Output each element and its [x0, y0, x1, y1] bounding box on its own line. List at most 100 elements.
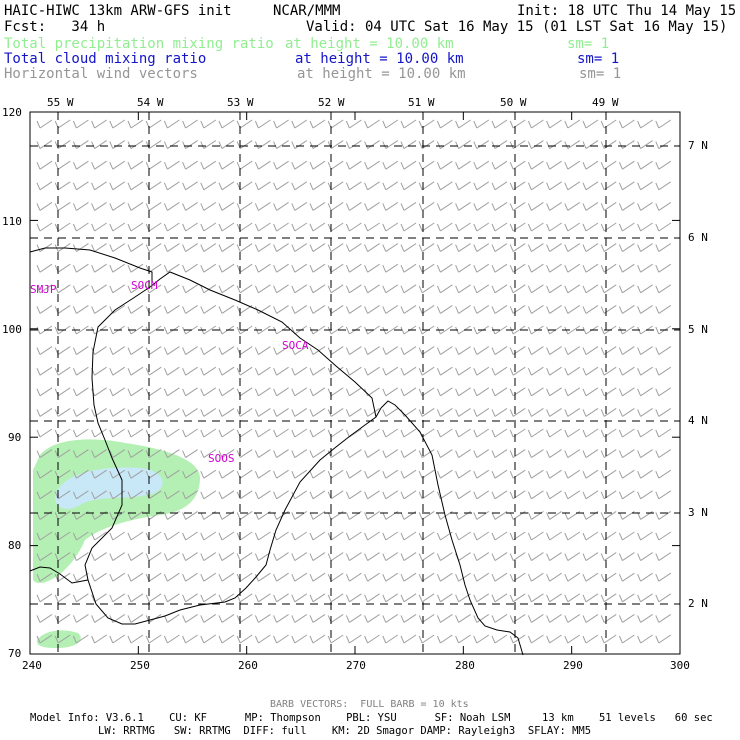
- x-tick-label: 260: [238, 659, 258, 672]
- wind-barb: [182, 387, 198, 397]
- wind-barb: [145, 119, 162, 129]
- wind-barb: [382, 552, 399, 562]
- wind-barb: [236, 490, 253, 500]
- wind-barb: [655, 181, 672, 191]
- wind-barb: [655, 160, 672, 170]
- x-tick-label: 270: [346, 659, 366, 672]
- wind-barb: [345, 140, 362, 150]
- wind-barb: [163, 140, 180, 150]
- wind-barb: [273, 469, 289, 479]
- wind-barb: [600, 572, 617, 582]
- wind-barb: [546, 387, 562, 397]
- wind-barb: [145, 407, 162, 417]
- wind-barb: [109, 181, 126, 191]
- wind-barb: [109, 304, 126, 314]
- wind-barb: [54, 263, 71, 273]
- valid-time: Valid: 04 UTC Sat 16 May 15 (01 LST Sat …: [306, 19, 728, 35]
- wind-barb: [455, 140, 471, 150]
- wind-barb: [400, 366, 417, 376]
- wind-barb: [218, 407, 235, 417]
- wind-barb: [618, 407, 635, 417]
- wind-barb: [127, 552, 144, 562]
- wind-barb: [418, 572, 435, 582]
- wind-barb: [418, 634, 435, 644]
- wind-barb: [72, 263, 89, 273]
- wind-barb: [564, 201, 581, 211]
- wind-barb: [127, 490, 144, 500]
- wind-barb: [655, 593, 672, 603]
- wind-barb: [218, 634, 235, 644]
- wind-barb: [36, 201, 53, 211]
- wind-barb: [418, 613, 435, 623]
- wind-barb: [382, 243, 399, 253]
- x-tick-label: 280: [455, 659, 475, 672]
- wind-barb: [127, 366, 144, 376]
- wind-barb: [200, 531, 217, 541]
- wind-barb: [600, 613, 617, 623]
- wind-barb: [600, 304, 617, 314]
- wind-barb: [582, 366, 599, 376]
- wind-barb: [436, 160, 453, 170]
- wind-barb: [127, 201, 144, 211]
- wind-barb: [72, 634, 89, 644]
- wind-barb: [382, 263, 399, 273]
- lon-label: 51 W: [408, 96, 435, 109]
- wind-barb: [455, 304, 471, 314]
- wind-barb: [327, 531, 344, 541]
- wind-barb: [254, 613, 271, 623]
- wind-barb: [309, 366, 326, 376]
- wind-barb: [600, 119, 617, 129]
- wind-barb: [163, 552, 180, 562]
- wind-barb: [145, 634, 162, 644]
- wind-barb: [418, 593, 435, 603]
- station-label: SOCM: [131, 279, 158, 292]
- wind-barb: [600, 181, 617, 191]
- wind-barb: [436, 263, 453, 273]
- wind-barb: [127, 449, 144, 459]
- wind-barb: [618, 119, 635, 129]
- wind-barb: [527, 387, 544, 397]
- wind-barb: [600, 140, 617, 150]
- wind-barb: [236, 284, 253, 294]
- wind-barb: [582, 552, 599, 562]
- wind-barb: [145, 531, 162, 541]
- wind-barb: [291, 201, 308, 211]
- wind-barb: [655, 304, 672, 314]
- wind-barb: [527, 181, 544, 191]
- wind-barb: [109, 140, 126, 150]
- wind-barb: [400, 284, 417, 294]
- wind-barb: [127, 572, 144, 582]
- wind-barb: [382, 407, 399, 417]
- wind-barb: [637, 366, 653, 376]
- wind-barb: [473, 469, 490, 479]
- wind-barb: [345, 634, 362, 644]
- wind-barb: [382, 593, 399, 603]
- wind-barb: [473, 510, 490, 520]
- wind-barb: [600, 449, 617, 459]
- wind-barb: [345, 552, 362, 562]
- wind-barb: [618, 449, 635, 459]
- wind-barb: [582, 222, 599, 232]
- wind-barb: [546, 428, 562, 438]
- wind-barb: [36, 634, 53, 644]
- wind-barb: [564, 449, 581, 459]
- wind-barb: [509, 469, 526, 479]
- wind-barb: [291, 346, 308, 356]
- lon-label: 50 W: [500, 96, 527, 109]
- wind-barb: [236, 119, 253, 129]
- wind-barb: [473, 634, 490, 644]
- wind-barb: [582, 428, 599, 438]
- y-tick-label: 100: [2, 323, 22, 336]
- wind-barb: [254, 119, 271, 129]
- wind-barb: [291, 387, 308, 397]
- wind-barb: [127, 469, 144, 479]
- wind-barb: [637, 428, 653, 438]
- wind-barb: [418, 263, 435, 273]
- wind-barb: [36, 428, 53, 438]
- wind-barb: [527, 160, 544, 170]
- wind-barb: [473, 222, 490, 232]
- wind-barb: [327, 593, 344, 603]
- wind-barb: [364, 263, 380, 273]
- wind-barb: [127, 222, 144, 232]
- wind-barb: [54, 552, 71, 562]
